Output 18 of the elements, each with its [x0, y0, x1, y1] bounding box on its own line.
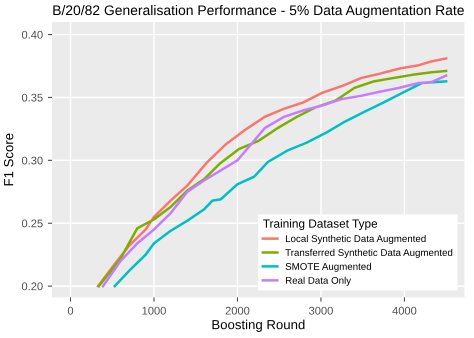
- x-tick-label: 0: [68, 306, 74, 315]
- legend-label: Transferred Synthetic Data Augmented: [285, 248, 452, 258]
- legend-label: Real Data Only: [286, 276, 352, 286]
- x-tick-label: 3000: [309, 306, 333, 315]
- legend-label: SMOTE Augmented: [286, 262, 371, 272]
- chart-title: B/20/82 Generalisation Performance - 5% Data Augmentation Rate: [53, 4, 464, 18]
- legend-title: Training Dataset Type: [263, 219, 378, 230]
- y-tick-label: 0.25: [22, 219, 43, 228]
- y-axis-title: F1 Score: [4, 134, 14, 186]
- y-tick-label: 0.30: [22, 156, 43, 164]
- y-tick-label: 0.20: [22, 282, 43, 290]
- y-tick-label: 0.40: [22, 30, 43, 39]
- y-tick-label: 0.35: [22, 94, 43, 102]
- x-tick-label: 2000: [226, 306, 250, 315]
- x-tick-label: 4000: [392, 306, 416, 315]
- x-tick-label: 1000: [142, 306, 166, 315]
- x-axis-title: Boosting Round: [212, 320, 304, 332]
- legend-label: Local Synthetic Data Augmented: [286, 234, 426, 244]
